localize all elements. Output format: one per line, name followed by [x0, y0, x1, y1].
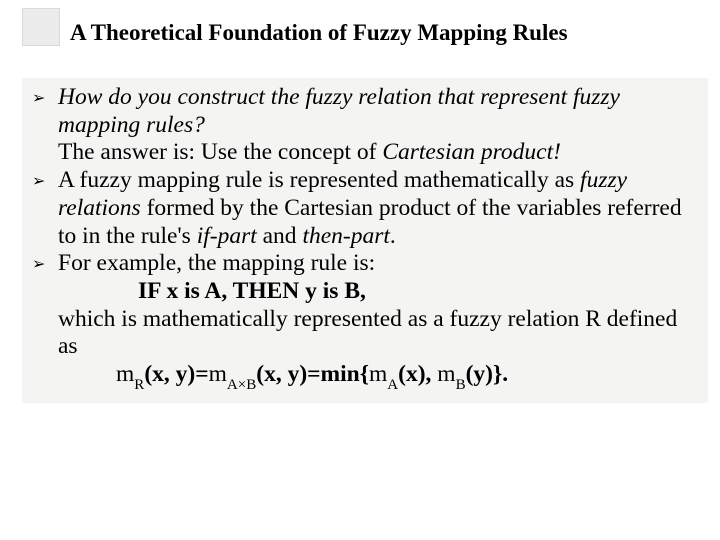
slide-title: A Theoretical Foundation of Fuzzy Mappin… — [70, 20, 568, 46]
bullet-arrow-icon: ➢ — [32, 84, 58, 109]
bullet-text: For example, the mapping rule is: IF x i… — [58, 250, 698, 392]
bullet-text: A fuzzy mapping rule is represented math… — [58, 167, 698, 250]
content-body: ➢ How do you construct the fuzzy relatio… — [22, 78, 708, 403]
title-decoration — [22, 8, 60, 46]
bullet-arrow-icon: ➢ — [32, 167, 58, 192]
bullet-item: ➢ How do you construct the fuzzy relatio… — [32, 84, 698, 167]
bullet-item: ➢ For example, the mapping rule is: IF x… — [32, 250, 698, 392]
bullet-text: How do you construct the fuzzy relation … — [58, 84, 698, 167]
slide: A Theoretical Foundation of Fuzzy Mappin… — [0, 0, 720, 540]
bullet-item: ➢ A fuzzy mapping rule is represented ma… — [32, 167, 698, 250]
bullet-arrow-icon: ➢ — [32, 250, 58, 275]
